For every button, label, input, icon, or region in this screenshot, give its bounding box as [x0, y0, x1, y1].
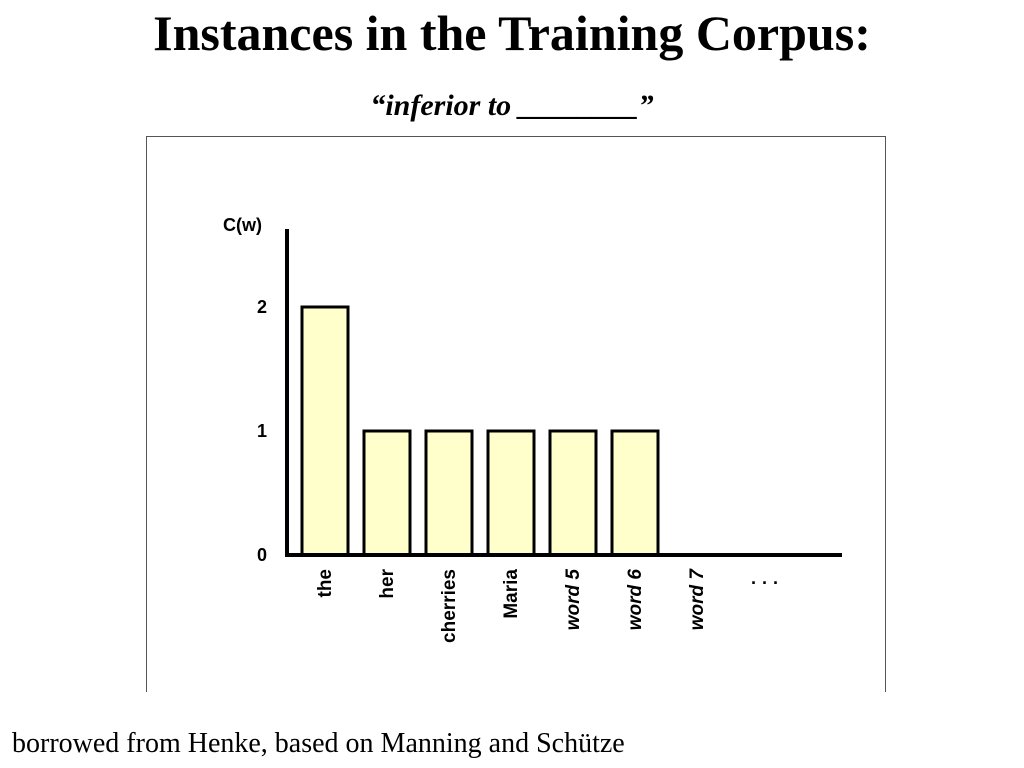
ellipsis-label: · · · [751, 573, 779, 593]
x-tick-label: word 5 [563, 569, 584, 631]
bar-word-6 [610, 429, 660, 557]
x-tick-label: word 7 [687, 568, 708, 631]
x-tick-label: word 6 [625, 569, 646, 631]
y-tick-labels: 0 1 2 [257, 297, 267, 565]
slide-subtitle: “inferior to ________” [370, 89, 654, 122]
bar-cherries [424, 429, 474, 557]
bar-maria [486, 429, 536, 557]
x-tick-label: cherries [439, 569, 460, 643]
bar-chart: 0 1 2 C(w) the her cherries Maria word 5 word 6… [223, 215, 842, 643]
credit-text: borrowed from Henke, based on Manning an… [12, 728, 625, 759]
x-tick-label: her [377, 568, 398, 598]
bar-word-5 [548, 429, 598, 557]
y-tick-label: 1 [257, 421, 267, 441]
bar-her [362, 429, 412, 557]
x-tick-labels: the her cherries Maria word 5 word 6 word 7 [315, 568, 708, 643]
chart-frame: 0 1 2 C(w) the her cherries Maria word 5 word 6… [146, 136, 886, 692]
bar-the [300, 305, 350, 557]
bars-group [300, 305, 660, 557]
y-tick-label: 2 [257, 297, 267, 317]
y-tick-label: 0 [257, 545, 267, 565]
y-axis-label: C(w) [223, 215, 262, 235]
x-tick-label: Maria [501, 569, 522, 619]
slide-title: Instances in the Training Corpus: [153, 5, 871, 61]
x-tick-label: the [315, 569, 336, 598]
